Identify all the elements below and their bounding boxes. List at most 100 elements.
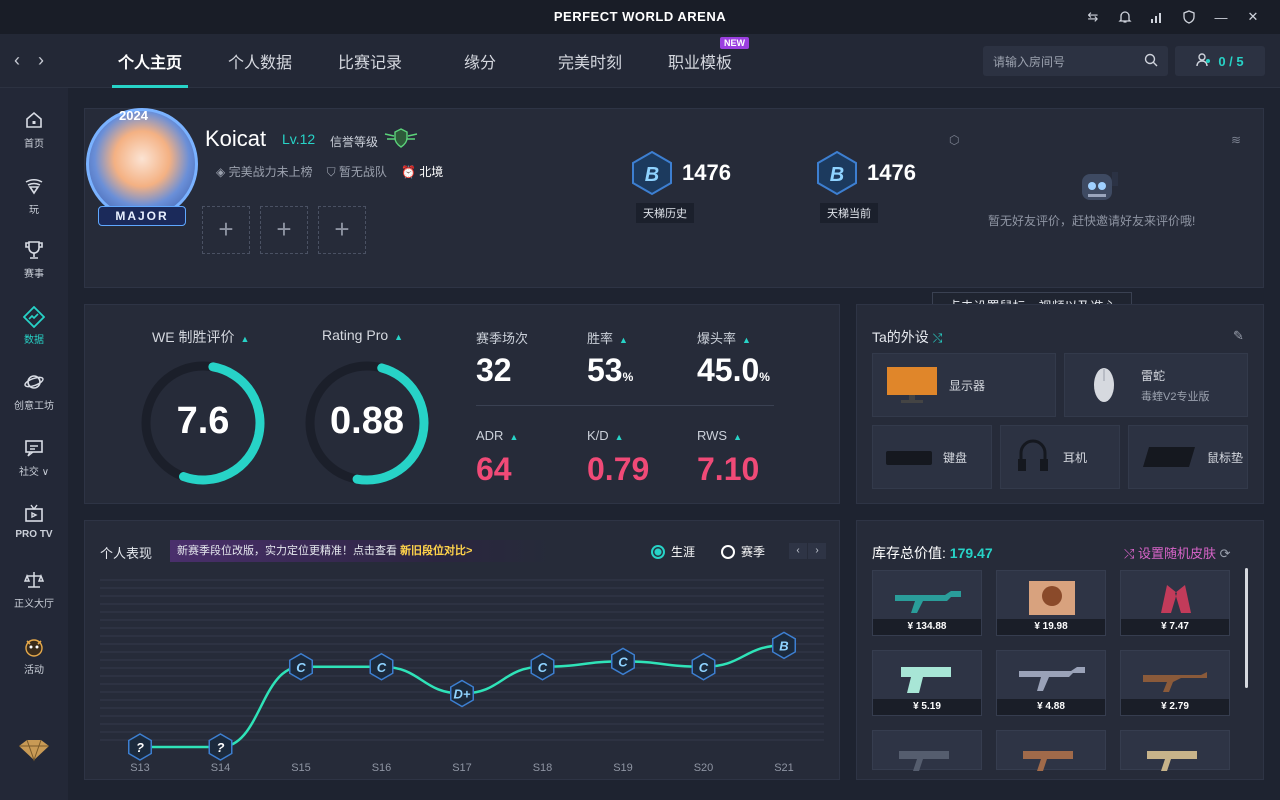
sidebar-item-events[interactable]: 赛事 (0, 240, 68, 280)
swap-icon[interactable]: ⇆ (1087, 9, 1099, 24)
window-controls: ⇆ — ✕ (1084, 8, 1262, 26)
credit-shield-icon[interactable] (383, 127, 419, 149)
smg-skin-icon (899, 751, 949, 771)
rank-node[interactable]: C (691, 652, 716, 681)
tab-fate[interactable]: 缘分 (425, 34, 535, 88)
gear-mousepad[interactable]: 鼠标垫 (1128, 425, 1248, 489)
rank-change-notice[interactable]: 新赛季段位改版，实力定位更精准！点击查看 新旧段位对比> (170, 540, 550, 562)
random-skin-button[interactable]: ⤭ 设置随机皮肤 ⟳ (1124, 543, 1231, 562)
tab-pro-template[interactable]: 职业模板 NEW (645, 34, 755, 88)
headshot-unit: % (759, 370, 770, 384)
sidebar-item-social[interactable]: 社交 ∨ (0, 438, 68, 478)
rating-label-text: Rating Pro (322, 327, 389, 343)
region-text: 北境 (419, 165, 444, 179)
sidebar-item-label: PRO TV (15, 529, 53, 540)
we-rating-label: WE 制胜评价 ▲ (152, 327, 249, 347)
notice-text: 新赛季段位改版，实力定位更精准！点击查看 (177, 545, 397, 557)
rank-node-hex (449, 679, 475, 708)
gear-monitor[interactable]: 显示器 (872, 353, 1056, 417)
shield-icon[interactable] (1180, 8, 1198, 26)
layers-icon[interactable]: ≋ (1231, 133, 1242, 147)
season-tick-label: S19 (613, 762, 633, 774)
rank-node[interactable]: C (288, 652, 314, 681)
rank-node[interactable]: ? (208, 733, 233, 761)
vip-diamond-icon[interactable] (17, 738, 51, 767)
add-slot-button[interactable]: + (260, 206, 308, 254)
tab-perfect-moments[interactable]: 完美时刻 (535, 34, 645, 88)
career-radio[interactable]: 生涯 (651, 543, 695, 560)
ladder-history-score: 1476 (682, 160, 731, 185)
rank-node[interactable]: C (610, 647, 636, 676)
gear-title-text: Ta的外设 (872, 329, 929, 345)
rank-grade-label: D+ (454, 687, 471, 702)
sidebar-item-data[interactable]: 数据 (0, 305, 68, 346)
team-text: 暂无战队 (338, 165, 387, 179)
inventory-skin-item[interactable]: ¥ 134.88 (872, 570, 982, 636)
hexagon-info-icon[interactable]: ⬡ (949, 133, 960, 147)
add-slot-button[interactable]: + (202, 206, 250, 254)
party-button[interactable]: 0 / 5 (1175, 46, 1265, 76)
sidebar-item-pro-tv[interactable]: PRO TV (0, 504, 68, 540)
inventory-skin-item[interactable]: ¥ 19.98 (996, 570, 1106, 636)
tab-personal-data[interactable]: 个人数据 (205, 34, 315, 88)
search-icon[interactable] (1144, 53, 1158, 70)
sidebar-item-justice-hall[interactable]: 正义大厅 (0, 570, 68, 610)
room-search-input[interactable]: 请输入房间号 (983, 46, 1168, 76)
rank-node-hex (771, 631, 797, 660)
rank-node[interactable]: C (530, 652, 555, 681)
notice-link[interactable]: 新旧段位对比> (400, 545, 473, 557)
profile-panel (84, 108, 1264, 288)
rank-node[interactable]: ? (127, 733, 153, 761)
inventory-skin-item[interactable] (872, 730, 982, 771)
rank-node-hex (530, 652, 555, 681)
avatar[interactable] (86, 108, 198, 220)
bell-icon[interactable] (1116, 8, 1134, 26)
inventory-skin-item[interactable]: ¥ 7.47 (1120, 570, 1230, 636)
tab-match-history[interactable]: 比赛记录 (315, 34, 425, 88)
refresh-icon[interactable]: ⟳ (1219, 546, 1231, 561)
trophy-icon (23, 240, 45, 262)
inventory-skin-item[interactable]: ¥ 5.19 (872, 650, 982, 716)
inventory-skin-item[interactable]: ¥ 4.88 (996, 650, 1106, 716)
forward-arrow-icon[interactable]: › (38, 50, 44, 70)
alarm-icon: ⏰ (400, 165, 420, 179)
prev-page-button[interactable]: ‹ (789, 543, 807, 559)
event-icon (23, 636, 45, 658)
inventory-scrollbar[interactable] (1245, 568, 1248, 688)
rank-node[interactable]: B (771, 631, 797, 660)
gear-title: Ta的外设 ⤭ (872, 327, 942, 347)
back-arrow-icon[interactable]: ‹ (14, 50, 20, 70)
sidebar-item-label: 创意工坊 (14, 401, 54, 412)
add-slot-button[interactable]: + (318, 206, 366, 254)
rank-node[interactable]: D+ (449, 679, 475, 708)
signal-icon[interactable] (1148, 8, 1166, 26)
up-arrow-icon: ▲ (394, 332, 404, 342)
close-icon[interactable]: ✕ (1247, 9, 1259, 24)
rank-grade-label: C (377, 660, 387, 675)
mousepad-icon (1143, 447, 1195, 467)
rank-node[interactable]: C (369, 652, 394, 681)
inventory-skin-item[interactable] (1120, 730, 1230, 771)
sidebar-item-home[interactable]: 首页 (0, 110, 68, 150)
gear-mouse[interactable]: 雷蛇 毒蝰V2专业版 (1064, 353, 1248, 417)
ladder-current: B 1476 (815, 150, 916, 196)
season-radio[interactable]: 赛季 (721, 543, 765, 560)
tab-profile[interactable]: 个人主页 (95, 34, 205, 88)
shuffle-icon[interactable]: ⤭ (932, 331, 943, 345)
minimize-icon[interactable]: — (1214, 9, 1228, 25)
gear-headset[interactable]: 耳机 (1000, 425, 1120, 489)
season-matches-value: 32 (476, 352, 512, 388)
robot-mascot-icon (1082, 172, 1118, 200)
gear-keyboard[interactable]: 键盘 (872, 425, 992, 489)
inventory-skin-item[interactable] (996, 730, 1106, 771)
shuffle-icon: ⤭ (1124, 546, 1139, 561)
next-page-button[interactable]: › (808, 543, 826, 559)
gear-label: 雷蛇 (1141, 368, 1166, 383)
sidebar-item-events-activity[interactable]: 活动 (0, 636, 68, 676)
sidebar-item-play[interactable]: 玩 (0, 176, 68, 216)
rank-grade-label: C (296, 660, 306, 675)
edit-pencil-icon[interactable]: ✎ (1233, 328, 1244, 343)
inventory-skin-item[interactable]: ¥ 2.79 (1120, 650, 1230, 716)
sidebar-item-workshop[interactable]: 创意工坊 (0, 372, 68, 412)
ladder-current-label: 天梯当前 (820, 203, 878, 223)
